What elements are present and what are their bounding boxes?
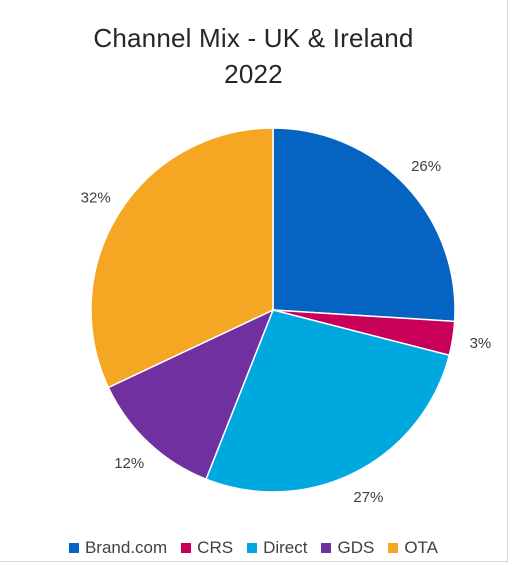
legend-item-crs: CRS — [181, 538, 233, 558]
legend-swatch — [181, 543, 192, 553]
legend-swatch — [388, 543, 399, 553]
pie-slices — [90, 127, 456, 493]
data-label-gds: 12% — [114, 455, 144, 472]
data-label-ota: 32% — [81, 189, 111, 206]
pie-slice-ota — [90, 127, 274, 389]
legend-item-brand-com: Brand.com — [68, 538, 168, 558]
legend-item-gds: GDS — [321, 538, 374, 558]
legend-item-ota: OTA — [388, 538, 438, 558]
legend-swatch — [68, 543, 79, 553]
pie-data-labels: 26% 3% 27% 12% 32% — [81, 158, 492, 506]
legend-label: Brand.com — [84, 538, 168, 557]
pie-slice-brand-com — [272, 127, 456, 323]
chart-area: Channel Mix - UK & Ireland 2022 26% 3% 27%… — [0, 0, 508, 562]
pie-slice-gds — [107, 308, 275, 481]
legend-label: GDS — [337, 538, 375, 557]
pie-chart: 26% 3% 27% 12% 32% — [81, 127, 492, 506]
pie-slice-direct — [205, 309, 451, 493]
chart-title: Channel Mix - UK & Ireland — [93, 23, 414, 53]
data-label-crs: 3% — [470, 335, 492, 352]
data-label-brand-com: 26% — [411, 158, 441, 175]
data-label-direct: 27% — [353, 489, 383, 506]
legend-swatch — [247, 543, 258, 553]
legend-label: CRS — [197, 538, 234, 557]
legend-swatch — [321, 543, 332, 553]
legend: Brand.com CRS Direct GDS OTA — [0, 538, 507, 558]
legend-label: OTA — [404, 538, 439, 557]
legend-item-direct: Direct — [247, 538, 307, 558]
chart-subtitle: 2022 — [224, 59, 283, 89]
legend-label: Direct — [263, 538, 308, 557]
